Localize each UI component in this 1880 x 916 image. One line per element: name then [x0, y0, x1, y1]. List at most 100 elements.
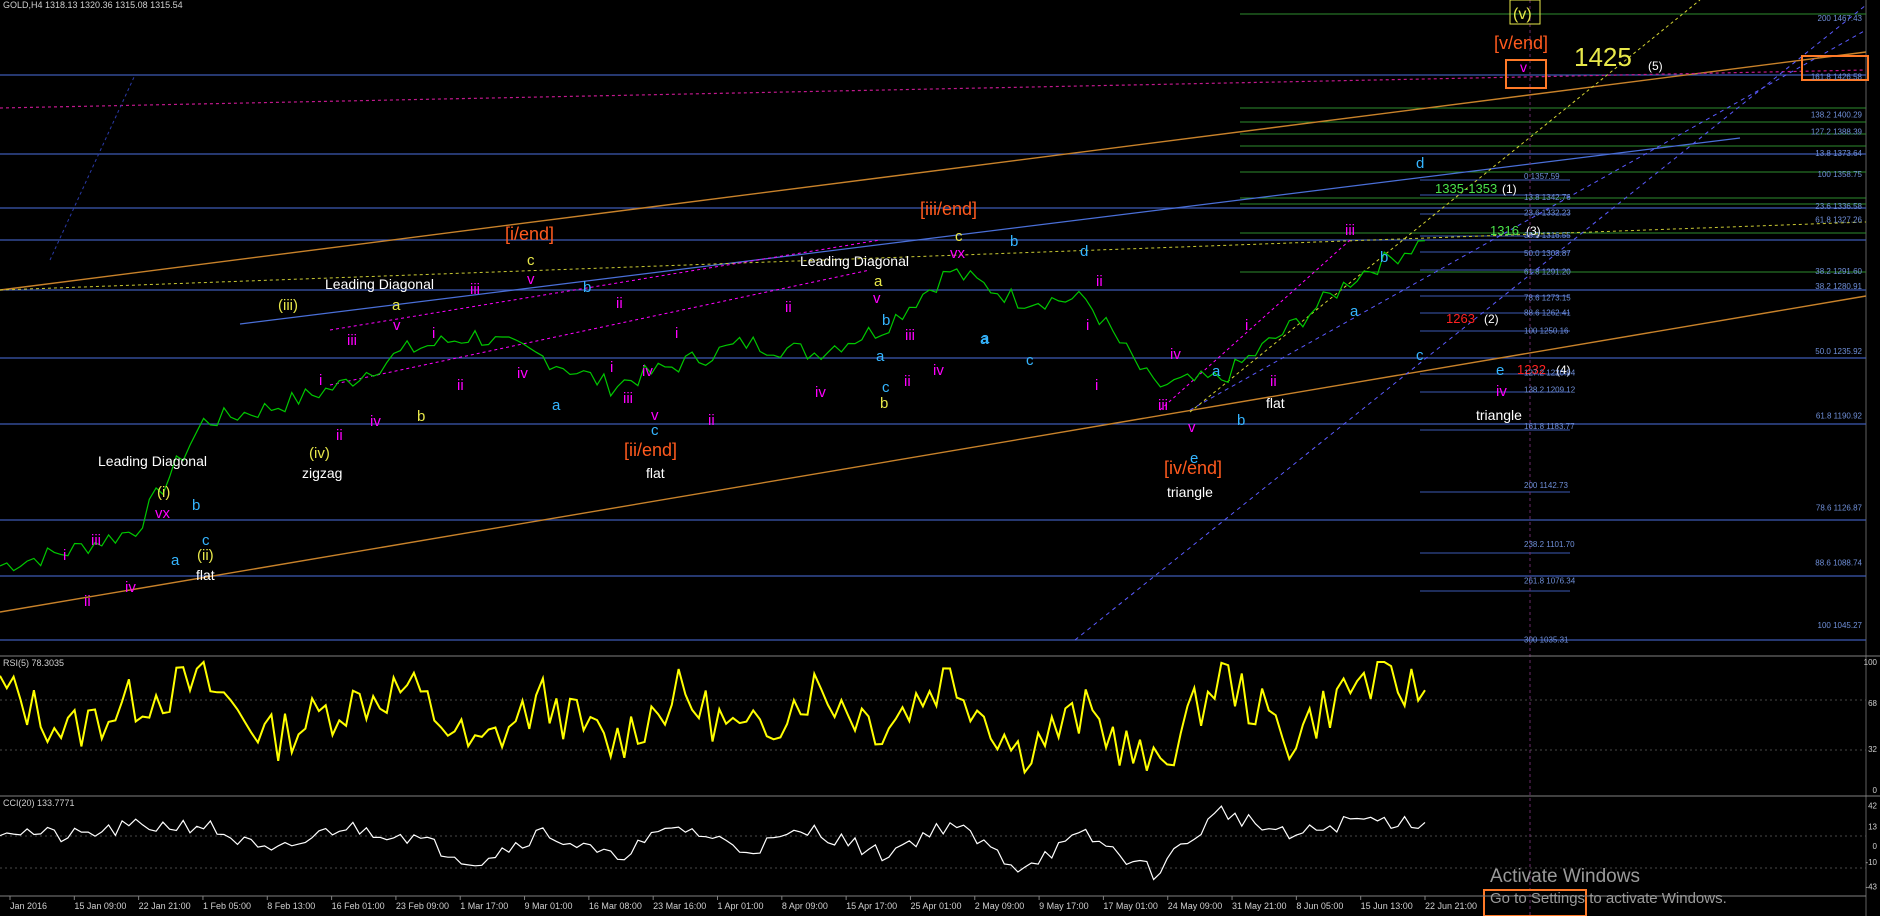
- time-axis-labels: Jan 2016 15 Jan 09:00 22 Jan 21:00 1 Feb 05…: [9, 896, 1477, 911]
- wave-label: ii: [708, 412, 715, 429]
- time-axis-label: 2 May 09:00: [975, 901, 1025, 911]
- wave-label: c: [1416, 347, 1424, 364]
- wave-label: iv: [815, 384, 826, 401]
- fib-level-label: 0 1357.59: [1524, 172, 1560, 181]
- fib-level-label: 300 1035.31: [1524, 635, 1569, 644]
- fib-level-label: 161.8 1183.77: [1524, 422, 1575, 431]
- rsi-axis-label: 0: [1873, 786, 1878, 795]
- price-axis-level-label: 50.0 1235.92: [1815, 347, 1862, 356]
- time-axis-label: 22 Jun 21:00: [1425, 901, 1477, 911]
- zigzag-label: zigzag: [302, 465, 342, 481]
- wave-label: ii: [336, 427, 343, 444]
- wave-label: b: [882, 312, 890, 329]
- wave-label: iv: [517, 365, 528, 382]
- wave-label: b: [1237, 412, 1245, 429]
- wave-label: i: [1245, 317, 1248, 334]
- v-end-label: [v/end]: [1494, 33, 1548, 53]
- wave-label: (i): [157, 484, 170, 501]
- wave-label: b: [417, 408, 425, 425]
- rsi-axis-labels: 100 68 32 0: [1864, 658, 1878, 795]
- cci-axis-labels: 42 13 0 -10 -43: [1865, 802, 1877, 892]
- iii-end-label: [iii/end]: [920, 199, 977, 219]
- rsi-axis-label: 68: [1868, 699, 1877, 708]
- target-box-price: [1801, 55, 1869, 81]
- price-axis-level-label: 38.2 1280.91: [1815, 282, 1862, 291]
- wave-label: b: [880, 395, 888, 412]
- wave-label: iii: [470, 281, 480, 298]
- wave-label: iii: [91, 532, 101, 549]
- price-series-line: [0, 240, 1426, 572]
- wave-label: d: [1080, 243, 1088, 260]
- wave-label: v: [393, 317, 401, 334]
- fib-level-label: 138.2 1209.12: [1524, 385, 1576, 394]
- price-axis-level-label: 13.8 1373.64: [1815, 149, 1862, 158]
- flat-label: flat: [196, 567, 215, 583]
- rsi-axis-label: 100: [1864, 658, 1878, 667]
- fib-labels: 0 1357.59 13.8 1342.76 23.6 1332.23 38.2 13…: [1524, 172, 1576, 645]
- target-box-v: [1505, 59, 1547, 89]
- iv-end-label: [iv/end]: [1164, 458, 1222, 478]
- wave-label: d: [1416, 155, 1424, 172]
- wave-label: a: [171, 552, 180, 569]
- time-axis-label: 1 Mar 17:00: [460, 901, 508, 911]
- fib-level-label: 200 1142.73: [1524, 481, 1568, 490]
- price-axis-level-label: 38.2 1291.60: [1815, 267, 1862, 276]
- time-axis-label: 31 May 21:00: [1232, 901, 1287, 911]
- wave-label: i: [1095, 377, 1098, 394]
- wave-label: (iv): [309, 445, 330, 462]
- fib-level-label: 13.8 1342.76: [1524, 193, 1571, 202]
- wave-label: ii: [1270, 373, 1277, 390]
- target-5-tag: (5): [1648, 59, 1663, 73]
- time-box: [1483, 889, 1587, 916]
- wave-label: (ii): [197, 547, 214, 564]
- wave-label: c: [202, 532, 210, 549]
- wave-label: i: [63, 547, 66, 564]
- time-axis-label: 25 Apr 01:00: [910, 901, 961, 911]
- wave-label: ii: [616, 295, 623, 312]
- wave-label: a: [1350, 303, 1359, 320]
- wave-label: v: [651, 407, 659, 424]
- box-v-label: v: [1520, 59, 1527, 75]
- time-axis-label: 8 Apr 09:00: [782, 901, 828, 911]
- cci-axis-label: 0: [1873, 842, 1878, 851]
- wave-label: a: [392, 297, 401, 314]
- wave-label: iv: [642, 363, 653, 380]
- wave-label: i: [610, 359, 613, 376]
- time-axis-label: 23 Feb 09:00: [396, 901, 449, 911]
- wave-labels: Leading Diagonal Leading Diagonal Leadin…: [63, 155, 1571, 610]
- flat-label: flat: [1266, 395, 1285, 411]
- wave-v-box: [1509, 0, 1541, 25]
- price-axis-level-label: 200 1467.43: [1818, 14, 1863, 23]
- price-axis-level-label: 127.2 1388.39: [1811, 128, 1863, 137]
- wave-label: c: [882, 379, 890, 396]
- wave-label: i: [1086, 317, 1089, 334]
- time-axis-label: 8 Feb 13:00: [267, 901, 315, 911]
- wave-v-top-label: (v): [1513, 6, 1532, 23]
- fib-level-label: 78.6 1273.15: [1524, 293, 1571, 302]
- wave-label: ii: [904, 373, 911, 390]
- price-axis-level-label: 23.6 1336.58: [1815, 202, 1862, 211]
- wave-label: a: [1212, 363, 1221, 380]
- wave-label: iii: [1345, 222, 1355, 239]
- time-axis-label: 22 Jan 21:00: [139, 901, 191, 911]
- wave-label: iv: [1496, 383, 1507, 400]
- time-axis-label: 1 Apr 01:00: [718, 901, 764, 911]
- price-axis-level-label: 138.2 1400.29: [1811, 110, 1863, 119]
- activate-subtitle: Go to Settings to activate Windows.: [1490, 890, 1727, 907]
- price-axis-level-label: 61.8 1327.26: [1815, 215, 1862, 224]
- wave-label: iv: [125, 579, 136, 596]
- price-axis-level-label: 100 1045.27: [1818, 621, 1863, 630]
- cci-axis-label: 13: [1868, 823, 1877, 832]
- wave-label: v: [1188, 419, 1196, 436]
- time-axis-label: 15 Jan 09:00: [74, 901, 126, 911]
- wave-label: iii: [1158, 397, 1168, 414]
- triangle-label: triangle: [1476, 407, 1522, 423]
- wave-label: c: [651, 422, 659, 439]
- tag-4-label: (4): [1556, 363, 1571, 377]
- symbol-header: GOLD,H4 1318.13 1320.36 1315.08 1315.54: [3, 0, 183, 10]
- wave-label: a: [981, 330, 990, 347]
- fib-level-label: 88.6 1262.41: [1524, 309, 1571, 318]
